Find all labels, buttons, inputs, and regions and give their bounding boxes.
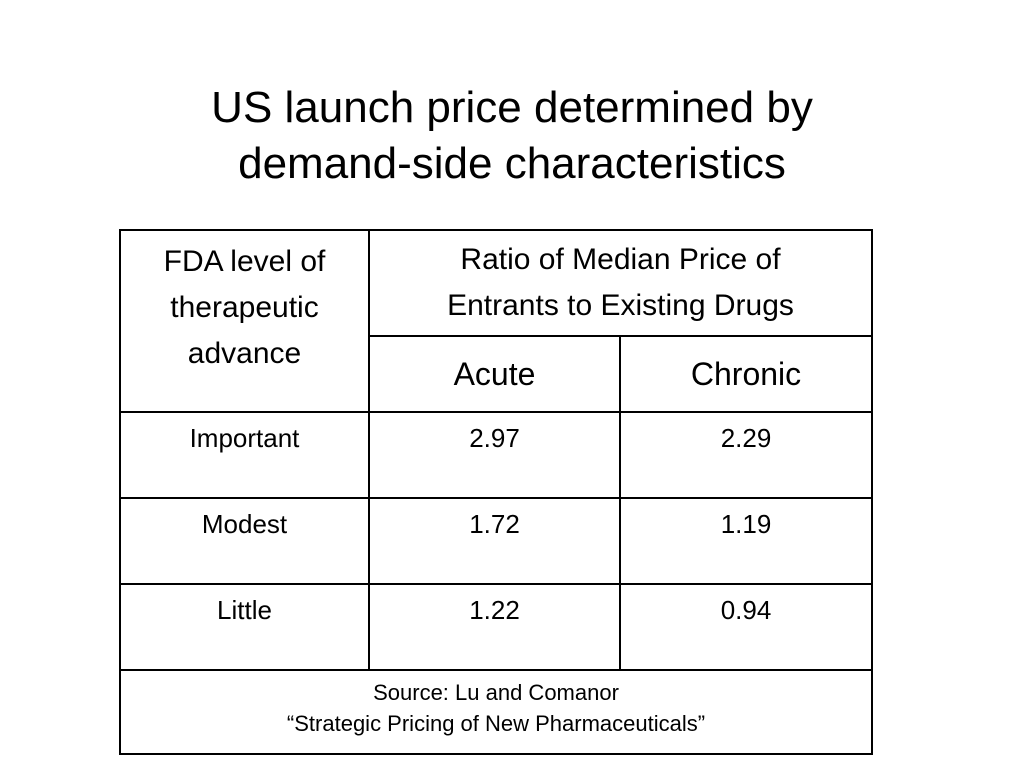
level-cell: Important — [119, 411, 370, 499]
fda-level-header-line: therapeutic — [170, 291, 319, 324]
slide-title-line: demand-side characteristics — [238, 139, 786, 188]
acute-value-cell: 1.72 — [368, 497, 621, 585]
chronic-value-cell: 2.29 — [618, 411, 874, 499]
price-ratio-group-header: Ratio of Median Price of Entrants to Exi… — [367, 229, 874, 337]
source-line: “Strategic Pricing of New Pharmaceutical… — [286, 711, 706, 736]
fda-level-header-line: FDA level of — [163, 245, 326, 278]
source-line: Source: Lu and Comanor — [373, 680, 619, 705]
acute-value-cell: 2.97 — [368, 411, 621, 499]
slide-title: US launch price determined by demand-sid… — [0, 80, 1024, 192]
fda-level-header: FDA level of therapeutic advance — [119, 229, 370, 413]
table-row: Important 2.97 2.29 — [119, 411, 874, 499]
fda-level-header-line: advance — [187, 337, 302, 370]
source-row: Source: Lu and Comanor “Strategic Pricin… — [118, 669, 874, 755]
table-subheader-row: Acute Chronic — [120, 335, 874, 413]
price-ratio-header-line: Ratio of Median Price of — [460, 243, 781, 276]
chronic-value-cell: 1.19 — [618, 497, 874, 585]
source-citation: Source: Lu and Comanor “Strategic Pricin… — [118, 669, 874, 755]
slide-title-line: US launch price determined by — [211, 83, 813, 132]
level-cell: Little — [119, 583, 370, 671]
chronic-value-cell: 0.94 — [618, 583, 874, 671]
price-ratio-header-line: Entrants to Existing Drugs — [447, 289, 794, 322]
table-header-row: FDA level of therapeutic advance Ratio o… — [119, 229, 874, 413]
acute-value-cell: 1.22 — [368, 583, 621, 671]
chronic-header: Chronic — [618, 335, 874, 413]
price-ratio-table: FDA level of therapeutic advance Ratio o… — [118, 229, 874, 755]
table-row: Modest 1.72 1.19 — [119, 497, 874, 585]
table-row: Little 1.22 0.94 — [119, 583, 874, 671]
acute-header: Acute — [368, 335, 621, 413]
level-cell: Modest — [119, 497, 370, 585]
